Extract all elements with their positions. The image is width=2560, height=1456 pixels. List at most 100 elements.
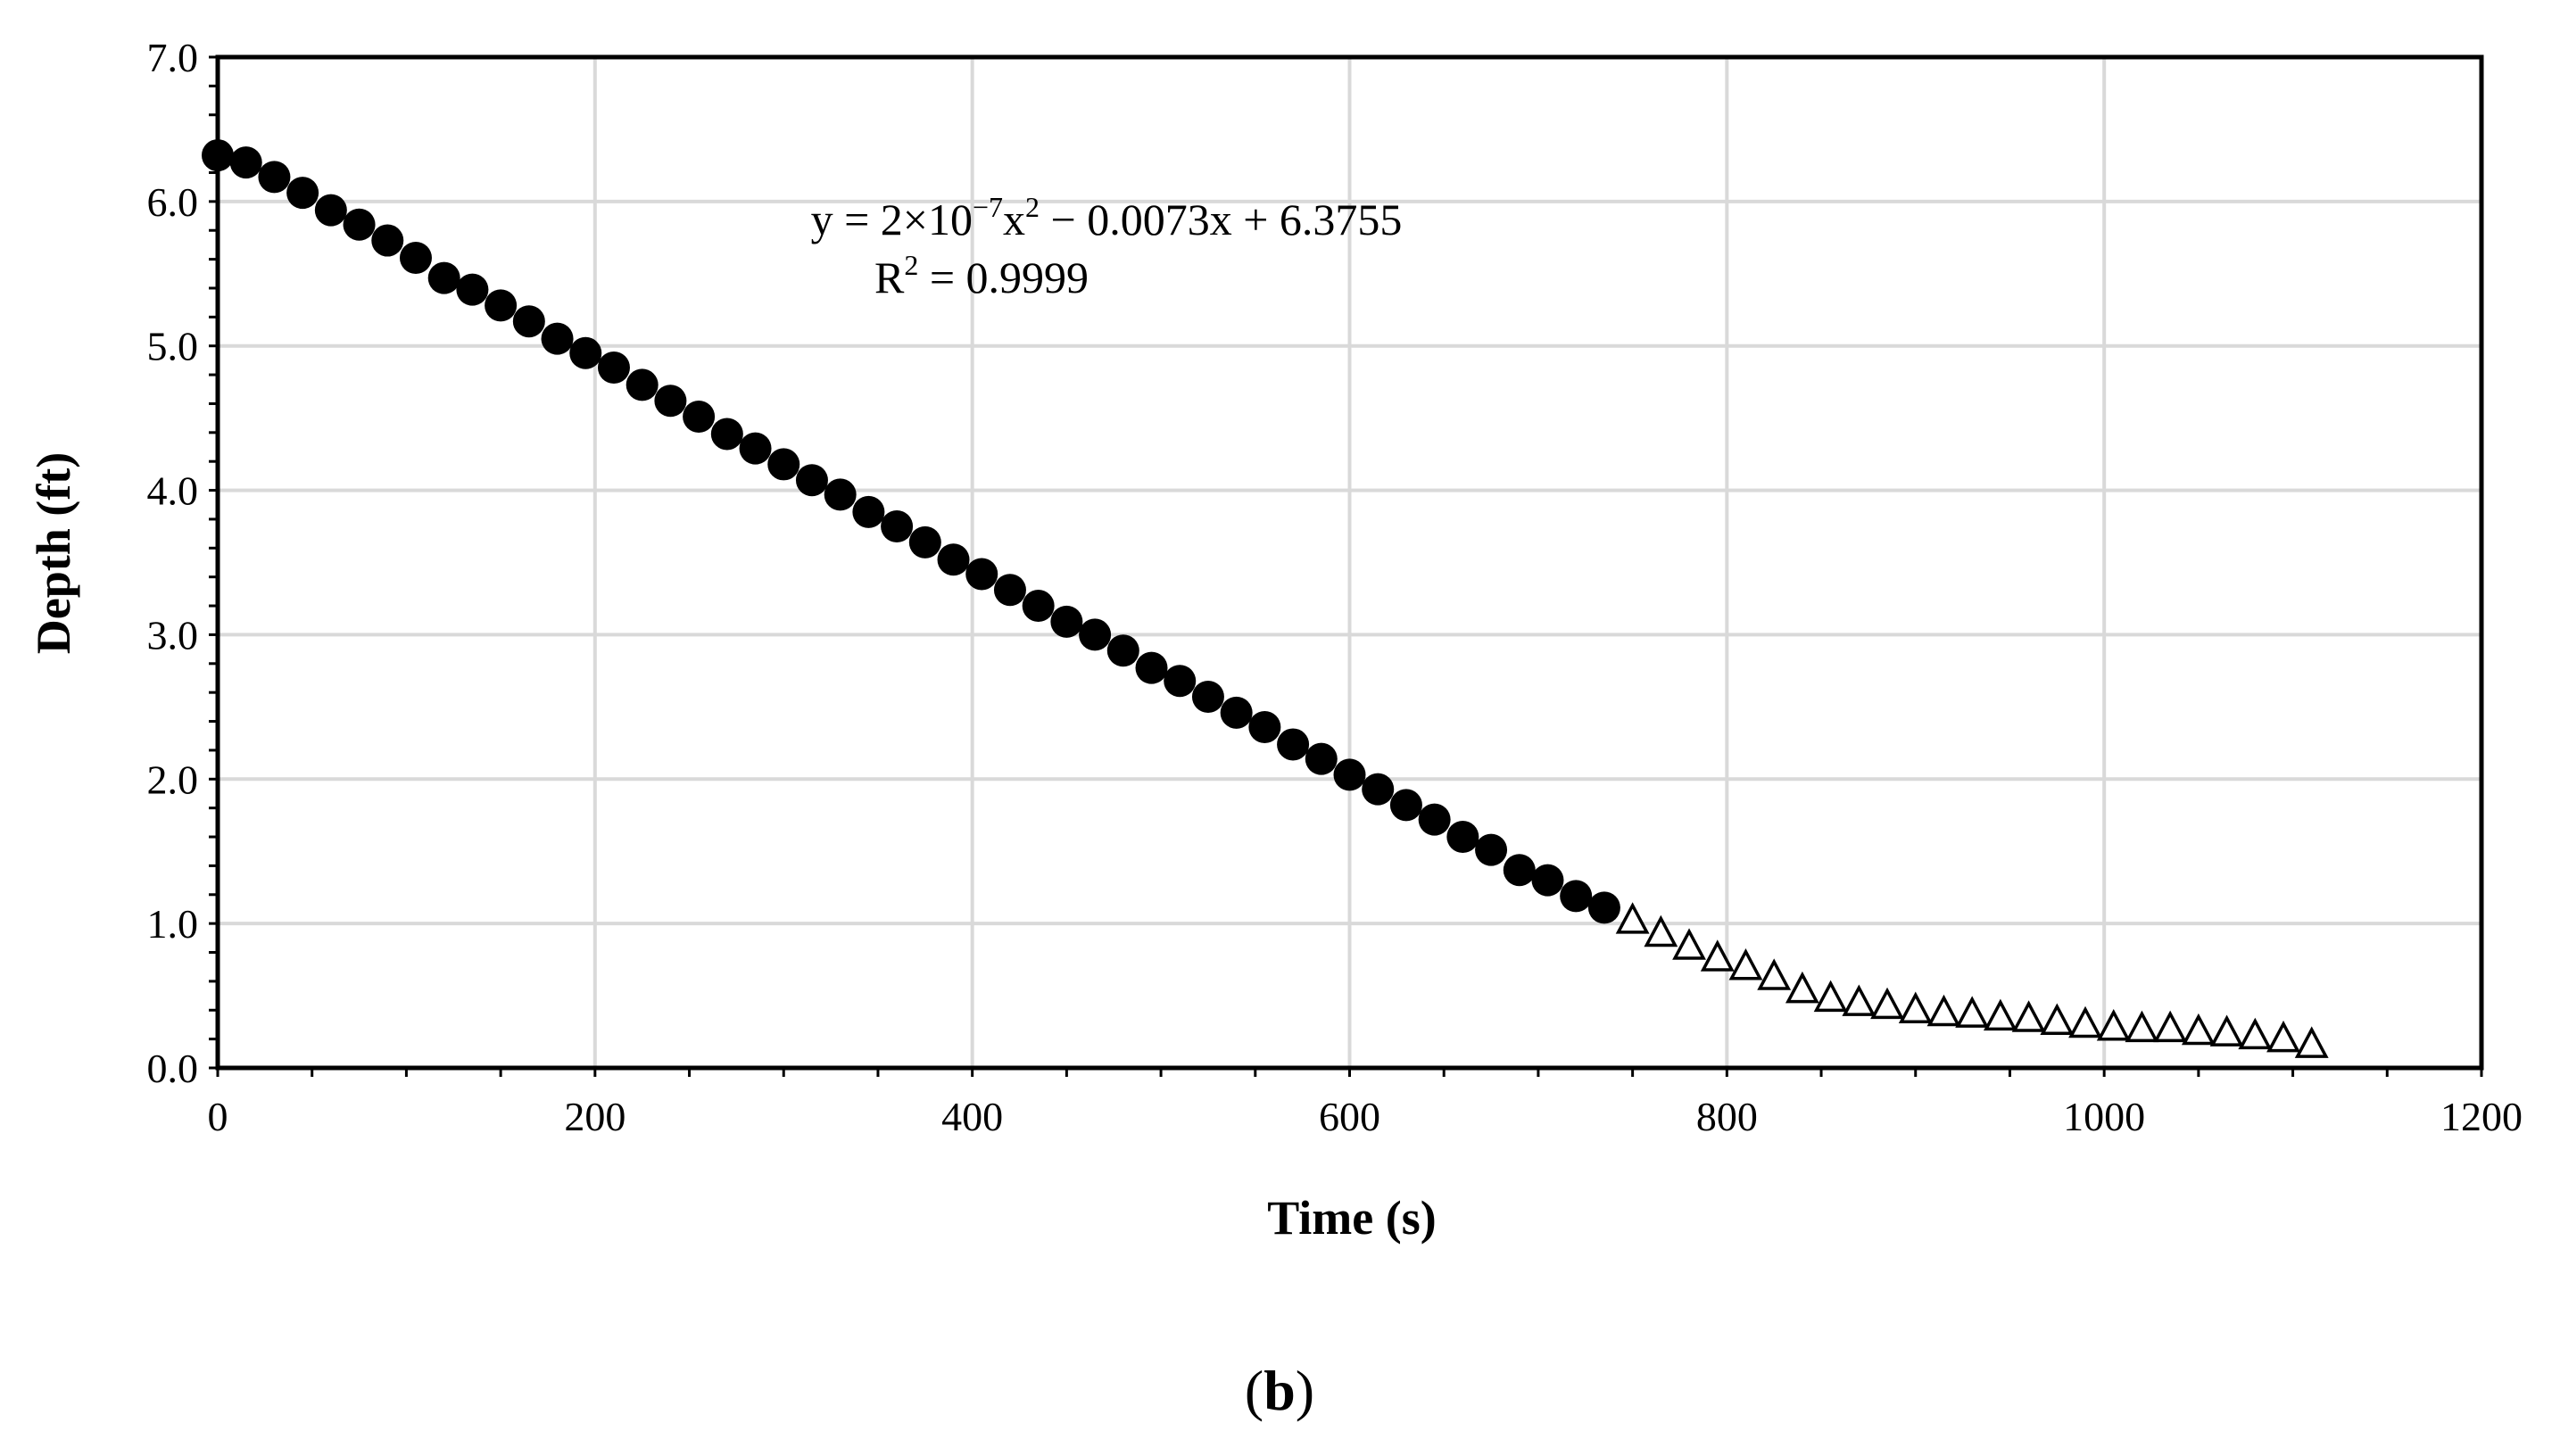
eq-exponent-2: 2 [1025,191,1040,223]
data-point-triangle [1757,958,1792,990]
data-point-triangle [2040,1003,2075,1035]
x-tick-label: 400 [941,1094,1003,1139]
data-point-circle [683,401,716,434]
data-point-triangle [1926,994,1961,1027]
y-tick-label: 1.0 [147,901,199,947]
data-point-circle [1248,711,1281,744]
data-point-circle [541,322,574,355]
y-tick-label: 3.0 [147,612,199,658]
data-point-circle [1560,880,1593,913]
data-point-triangle [2181,1013,2216,1046]
data-point-circle [824,478,857,511]
data-point-circle [965,558,998,591]
panel-label: (b) [1245,1359,1314,1422]
x-tick-label: 0 [208,1094,228,1139]
panel-open-paren: ( [1245,1359,1263,1422]
y-tick-label: 0.0 [147,1046,199,1091]
data-point-circle [795,464,828,497]
y-tick-label: 5.0 [147,324,199,369]
data-point-circle [739,432,772,465]
data-point-circle [1418,803,1451,836]
data-point-triangle [1898,991,1933,1024]
data-point-circle [993,574,1026,607]
data-point-circle [512,305,545,338]
x-tick-label: 1000 [2063,1094,2145,1139]
trendline-r-squared: R2 = 0.9999 [874,249,1089,302]
eq-exponent: −7 [973,191,1003,223]
x-tick-label: 1200 [2440,1094,2523,1139]
data-point-circle [1022,590,1055,623]
panel-close-paren: ) [1296,1359,1314,1422]
panel-letter: b [1263,1359,1296,1422]
data-point-circle [1277,728,1310,761]
data-point-circle [1389,789,1422,822]
data-point-circle [937,543,970,576]
data-point-circle [597,351,630,384]
data-point-circle [1191,681,1224,714]
r2-prefix: R [874,252,905,302]
data-point-circle [399,241,432,274]
eq-prefix: y = 2×10 [811,194,973,244]
data-point-circle [626,368,659,401]
plot-frame [215,54,2484,1071]
data-point-triangle [1785,971,1819,1004]
y-tick-label: 4.0 [147,468,199,514]
data-point-circle [456,273,489,306]
data-point-circle [852,495,885,528]
y-tick-label: 6.0 [147,179,199,225]
data-point-triangle [2209,1014,2244,1046]
data-point-triangle [2068,1005,2102,1038]
data-point-circle [1531,864,1564,897]
r2-suffix: = 0.9999 [918,252,1089,302]
data-point-circle [710,418,743,451]
trendline-equation: y = 2×10−7x2 − 0.0073x + 6.3755 [811,191,1403,244]
data-point-triangle [1672,928,1706,960]
data-point-triangle [2011,1000,2046,1032]
y-tick-label: 2.0 [147,757,199,802]
y-tick-label: 7.0 [147,35,199,80]
data-point-circle [908,525,941,558]
data-point-triangle [1728,947,1763,980]
data-series [202,139,2329,1058]
data-point-triangle [1842,984,1877,1016]
data-point-triangle [1870,987,1904,1020]
data-point-circle [1362,773,1395,806]
data-point-circle [1333,758,1366,791]
y-axis-title: Depth (ft) [27,452,80,654]
data-point-circle [1446,821,1479,854]
data-point-circle [229,146,262,179]
data-point-circle [654,385,687,418]
data-point-triangle [2153,1010,2188,1043]
data-point-triangle [2294,1026,2329,1058]
data-point-circle [1305,742,1338,775]
data-point-triangle [1955,996,1990,1028]
data-point-triangle [2125,1010,2159,1043]
tick-labels: 0 200 400 600 800 1000 1200 0.0 1.0 2.0 3.0 4.0 5.0 6… [147,35,2523,1139]
eq-suffix: − 0.0073x + 6.3755 [1040,194,1402,244]
x-tick-label: 600 [1319,1094,1380,1139]
data-point-circle [569,336,602,369]
data-point-circle [1475,833,1508,866]
x-tick-label: 800 [1696,1094,1758,1139]
data-point-circle [1079,618,1112,651]
data-point-circle [1164,665,1197,698]
data-point-triangle [1813,980,1848,1013]
data-point-circle [258,161,291,194]
data-point-circle [427,261,460,294]
data-point-circle [1135,651,1168,684]
r2-exponent: 2 [904,249,918,281]
data-point-circle [1220,696,1253,729]
x-tick-label: 200 [564,1094,626,1139]
x-axis-title: Time (s) [1267,1191,1436,1245]
data-point-triangle [1700,939,1735,972]
data-point-circle [767,448,800,481]
eq-variable: x [1003,194,1025,244]
data-point-triangle [1983,998,2017,1031]
data-point-circle [343,208,376,241]
data-point-circle [1050,605,1083,638]
data-point-circle [286,177,319,210]
data-point-circle [1503,854,1536,887]
data-point-triangle [2238,1017,2273,1050]
data-point-triangle [1644,914,1678,947]
